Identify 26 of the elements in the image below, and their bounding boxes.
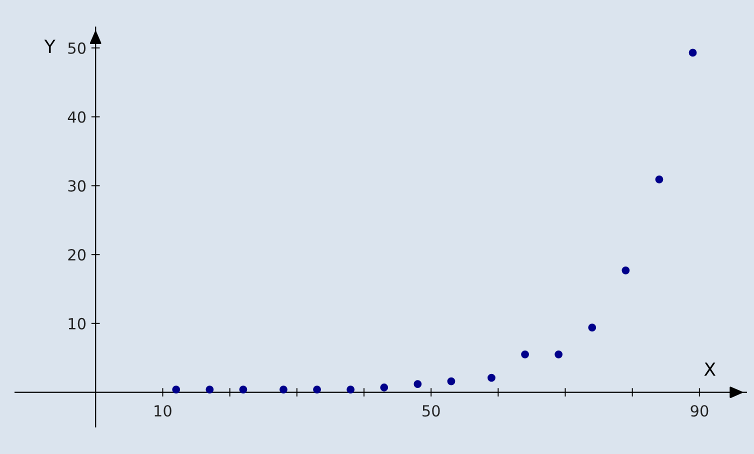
x-axis-title: X — [704, 362, 716, 376]
x-tick-label: 10 — [154, 405, 172, 417]
x-tick-label: 90 — [690, 405, 708, 417]
y-axis-title: Y — [44, 40, 56, 53]
point — [172, 386, 180, 394]
point — [346, 386, 355, 394]
point — [313, 386, 321, 394]
y-tick-label: 10 — [68, 318, 86, 330]
point — [554, 350, 563, 358]
point — [447, 377, 456, 386]
point — [206, 386, 214, 394]
point — [655, 176, 664, 184]
point — [414, 380, 422, 388]
point — [280, 386, 288, 394]
point — [622, 266, 630, 274]
point — [488, 374, 496, 382]
point — [380, 384, 388, 392]
x-tick-label: 50 — [422, 405, 440, 417]
y-tick-label: 30 — [68, 180, 86, 192]
y-tick-label: 50 — [68, 42, 86, 54]
point — [588, 324, 596, 332]
y-tick-label: 40 — [68, 111, 86, 123]
point — [239, 386, 248, 394]
y-tick-label: 20 — [68, 249, 86, 261]
point — [688, 48, 697, 57]
point — [521, 350, 529, 358]
